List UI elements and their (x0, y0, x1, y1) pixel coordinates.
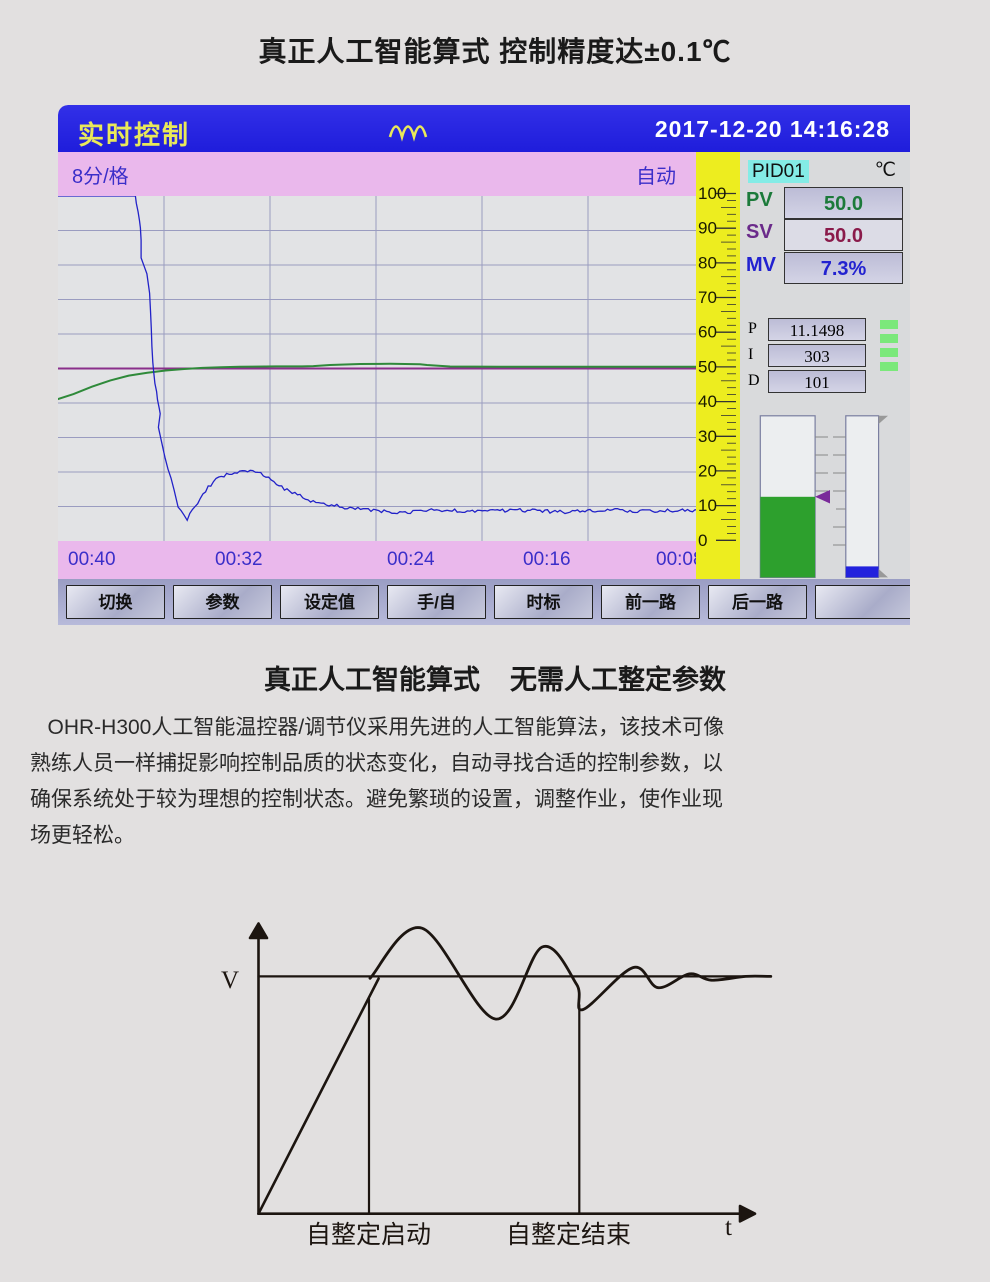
svg-text:t: t (725, 1214, 732, 1241)
svg-text:40: 40 (698, 392, 717, 411)
svg-text:80: 80 (698, 253, 717, 272)
svg-text:自整定结束: 自整定结束 (506, 1221, 631, 1249)
svg-text:V: V (221, 967, 239, 994)
svg-text:70: 70 (698, 288, 717, 307)
svg-text:30: 30 (698, 427, 717, 446)
svg-text:20: 20 (698, 461, 717, 480)
svg-text:90: 90 (698, 219, 717, 238)
svg-text:自整定启动: 自整定启动 (306, 1221, 431, 1249)
svg-text:100: 100 (698, 184, 726, 203)
svg-text:10: 10 (698, 496, 717, 515)
svg-text:60: 60 (698, 323, 717, 342)
svg-text:50: 50 (698, 357, 717, 376)
svg-text:0: 0 (698, 531, 707, 550)
